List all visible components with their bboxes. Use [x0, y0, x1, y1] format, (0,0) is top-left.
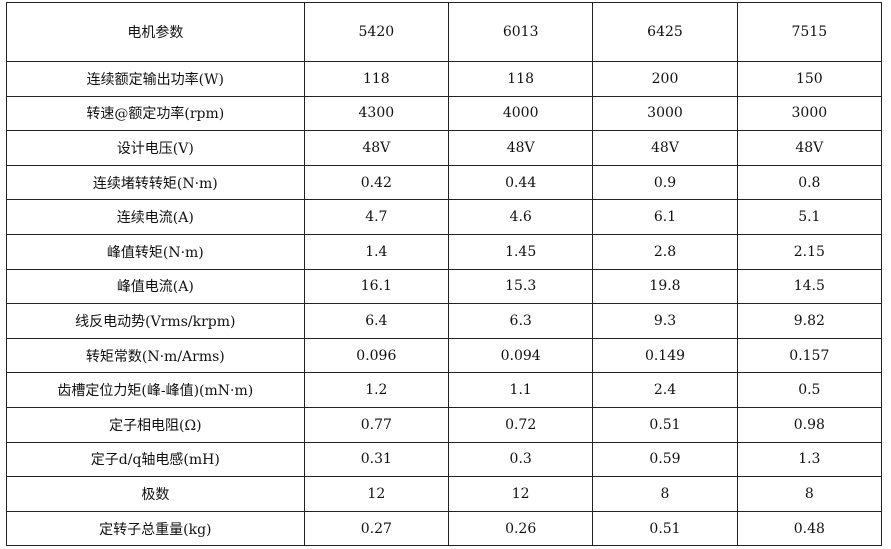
table-cell: 1.2 [303, 372, 450, 408]
row-label: 定子相电阻(Ω) [6, 406, 305, 443]
row-label: 峰值电流(A) [6, 268, 305, 305]
header-row: 电机参数 5420 6013 6425 7515 [6, 2, 883, 62]
table-cell: 0.3 [447, 441, 594, 478]
table-cell: 0.8 [736, 164, 883, 201]
table-cell: 4000 [447, 95, 594, 132]
table-cell: 3000 [736, 95, 883, 132]
table-row: 定子相电阻(Ω) 0.77 0.72 0.51 0.98 [6, 406, 883, 443]
table-cell: 19.8 [592, 268, 738, 305]
table-cell: 0.72 [447, 406, 594, 443]
table-cell: 48V [447, 130, 594, 166]
table-cell: 6.3 [447, 303, 594, 339]
header-cell-model: 6013 [447, 2, 594, 62]
table-cell: 14.5 [736, 268, 883, 305]
table-row: 极数 12 12 8 8 [6, 476, 883, 512]
row-label: 转速@额定功率(rpm) [6, 95, 305, 132]
table-cell: 48V [592, 130, 738, 166]
table-cell: 12 [303, 476, 450, 512]
table-cell: 6.4 [303, 303, 450, 339]
table-cell: 8 [592, 476, 738, 512]
table-cell: 0.157 [736, 337, 883, 374]
row-label: 齿槽定位力矩(峰-峰值)(mN·m) [6, 372, 305, 408]
table-cell: 8 [736, 476, 883, 512]
table-cell: 0.51 [592, 510, 738, 547]
table-cell: 1.1 [447, 372, 594, 408]
table-cell: 15.3 [447, 268, 594, 305]
table-cell: 0.9 [592, 164, 738, 201]
table-cell: 0.31 [303, 441, 450, 478]
table-cell: 1.3 [736, 441, 883, 478]
table-cell: 118 [303, 61, 450, 97]
table-row: 定转子总重量(kg) 0.27 0.26 0.51 0.48 [6, 510, 883, 547]
table-cell: 0.48 [736, 510, 883, 547]
table-cell: 0.77 [303, 406, 450, 443]
table-cell: 4.6 [447, 199, 594, 235]
row-label: 定转子总重量(kg) [6, 510, 305, 547]
table-cell: 0.98 [736, 406, 883, 443]
table-cell: 0.096 [303, 337, 450, 374]
motor-spec-table: 电机参数 5420 6013 6425 7515 连续额定输出功率(W) 118 1… [6, 2, 883, 547]
table-body: 连续额定输出功率(W) 118 118 200 150 转速@额定功率(rpm) 4300 4… [6, 61, 883, 547]
header-cell-model: 5420 [303, 2, 450, 62]
table-row: 峰值电流(A) 16.1 15.3 19.8 14.5 [6, 268, 883, 305]
table-row: 齿槽定位力矩(峰-峰值)(mN·m) 1.2 1.1 2.4 0.5 [6, 372, 883, 408]
table-cell: 0.149 [592, 337, 738, 374]
table-cell: 200 [592, 61, 738, 97]
table-row: 连续堵转转矩(N·m) 0.42 0.44 0.9 0.8 [6, 164, 883, 201]
table-cell: 0.51 [592, 406, 738, 443]
table-cell: 5.1 [736, 199, 883, 235]
row-label: 极数 [6, 476, 305, 512]
header-cell-model: 6425 [592, 2, 738, 62]
table-cell: 9.3 [592, 303, 738, 339]
table-cell: 0.094 [447, 337, 594, 374]
header-cell-model: 7515 [736, 2, 883, 62]
row-label: 连续额定输出功率(W) [6, 61, 305, 97]
table-cell: 0.44 [447, 164, 594, 201]
table-cell: 9.82 [736, 303, 883, 339]
table-cell: 1.4 [303, 233, 450, 270]
table-row: 转速@额定功率(rpm) 4300 4000 3000 3000 [6, 95, 883, 132]
table-cell: 2.8 [592, 233, 738, 270]
table-cell: 3000 [592, 95, 738, 132]
table-cell: 2.15 [736, 233, 883, 270]
table-cell: 0.59 [592, 441, 738, 478]
row-label: 峰值转矩(N·m) [6, 233, 305, 270]
row-label: 连续电流(A) [6, 199, 305, 235]
table-cell: 48V [736, 130, 883, 166]
table-cell: 2.4 [592, 372, 738, 408]
table-row: 连续电流(A) 4.7 4.6 6.1 5.1 [6, 199, 883, 235]
row-label: 定子d/q轴电感(mH) [6, 441, 305, 478]
row-label: 线反电动势(Vrms/krpm) [6, 303, 305, 339]
table-row: 线反电动势(Vrms/krpm) 6.4 6.3 9.3 9.82 [6, 303, 883, 339]
row-label: 转矩常数(N·m/Arms) [6, 337, 305, 374]
table-cell: 6.1 [592, 199, 738, 235]
table-row: 峰值转矩(N·m) 1.4 1.45 2.8 2.15 [6, 233, 883, 270]
row-label: 设计电压(V) [6, 130, 305, 166]
table-cell: 4300 [303, 95, 450, 132]
table-cell: 0.42 [303, 164, 450, 201]
table-cell: 1.45 [447, 233, 594, 270]
table-cell: 0.26 [447, 510, 594, 547]
table-cell: 0.27 [303, 510, 450, 547]
table-cell: 16.1 [303, 268, 450, 305]
table-row: 转矩常数(N·m/Arms) 0.096 0.094 0.149 0.157 [6, 337, 883, 374]
row-label: 连续堵转转矩(N·m) [6, 164, 305, 201]
table-cell: 0.5 [736, 372, 883, 408]
table-cell: 12 [447, 476, 594, 512]
table-cell: 118 [447, 61, 594, 97]
header-cell-param: 电机参数 [6, 2, 305, 62]
table-cell: 150 [736, 61, 883, 97]
table-row: 设计电压(V) 48V 48V 48V 48V [6, 130, 883, 166]
table-row: 定子d/q轴电感(mH) 0.31 0.3 0.59 1.3 [6, 441, 883, 478]
spec-table-container: 电机参数 5420 6013 6425 7515 连续额定输出功率(W) 118 1… [6, 2, 883, 547]
table-cell: 4.7 [303, 199, 450, 235]
table-row: 连续额定输出功率(W) 118 118 200 150 [6, 61, 883, 97]
table-cell: 48V [303, 130, 450, 166]
